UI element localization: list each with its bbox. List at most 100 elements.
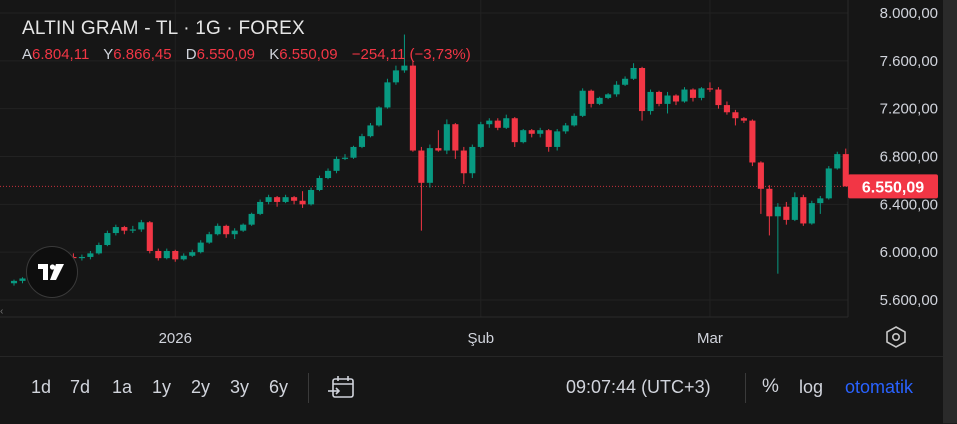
y-tick-label: 5.600,00 (880, 292, 938, 309)
candle-body (248, 213, 255, 225)
candle-body (766, 188, 773, 217)
candle-body (800, 197, 807, 224)
candle-body (647, 91, 654, 112)
last-price-label: 6.550,09 (862, 179, 924, 196)
candle-body (672, 95, 680, 102)
y-tick-label: 6.400,00 (880, 196, 938, 213)
clock-timezone[interactable]: 09:07:44 (UTC+3) (566, 377, 711, 397)
candle-body (87, 253, 94, 257)
candle-body (689, 89, 697, 98)
candle-body (639, 68, 646, 112)
candle-body (723, 105, 730, 113)
candle-body (834, 154, 841, 169)
timeframe-1y[interactable]: 1y (152, 377, 172, 397)
candle-body (350, 146, 357, 158)
candle-body (571, 115, 578, 126)
tradingview-logo-icon[interactable] (26, 246, 78, 298)
candle-body (554, 131, 561, 147)
timeframe-3y[interactable]: 3y (230, 377, 250, 397)
auto-scale-toggle[interactable]: otomatik (845, 377, 914, 397)
candle-body (180, 255, 187, 260)
candle-body (664, 95, 671, 104)
timeframe-2y[interactable]: 2y (191, 377, 211, 397)
right-scrollbar[interactable] (943, 0, 957, 423)
candle-body (426, 148, 433, 183)
candle-body (486, 120, 493, 125)
symbol-title[interactable]: ALTIN GRAM - TL · 1G · FOREX (22, 18, 305, 39)
candle-body (401, 65, 408, 71)
candle-body (842, 154, 849, 187)
x-tick-label: Mar (697, 330, 723, 347)
timeframe-6y[interactable]: 6y (269, 377, 289, 397)
timeframe-7d[interactable]: 7d (70, 377, 91, 397)
candle-body (630, 68, 637, 79)
chart-header: ALTIN GRAM - TL · 1G · FOREX A6.804,11 Y… (22, 18, 471, 63)
candle-body (579, 90, 586, 116)
candle-body (240, 224, 247, 231)
candle-body (138, 222, 145, 230)
candle-body (274, 197, 281, 202)
candle-body (443, 124, 450, 151)
x-tick-label: 2026 (159, 330, 192, 347)
candle-body (774, 206, 781, 217)
candle-body (528, 130, 535, 134)
candle-body (740, 118, 747, 121)
candle-body (316, 178, 323, 190)
candle-body (817, 198, 824, 204)
candle-body (562, 125, 569, 132)
candlestick-chart[interactable]: 8.000,00 7.600,00 7.200,00 6.800,00 6.400,00… (0, 0, 943, 356)
candle-body (503, 118, 510, 128)
plot-background (0, 0, 943, 356)
candle-body (257, 201, 264, 214)
candle-body (121, 227, 128, 231)
timeframe-1a[interactable]: 1a (112, 377, 133, 397)
candle-body (265, 197, 272, 202)
candle-body (681, 89, 688, 102)
candle-body (163, 250, 170, 259)
candle-body (104, 233, 111, 245)
calendar-goto-icon[interactable] (326, 373, 358, 403)
log-scale-toggle[interactable]: log (799, 377, 824, 397)
timeframe-1d[interactable]: 1d (31, 377, 52, 397)
x-tick-label: Şub (467, 330, 494, 347)
y-tick-label: 6.800,00 (880, 149, 938, 166)
candle-body (129, 229, 136, 231)
candle-body (409, 65, 416, 151)
change-value: −254,11 (−3,73%) (351, 46, 471, 63)
candle-body (112, 227, 119, 234)
candle-body (197, 242, 204, 253)
chart-area[interactable]: 8.000,00 7.600,00 7.200,00 6.800,00 6.400,00… (0, 0, 957, 356)
candle-body (78, 256, 85, 259)
toolbar-divider (745, 373, 746, 403)
candle-body (155, 250, 162, 259)
bottom-toolbar: 1d 7d 1a 1y 2y 3y 6y 09:07:44 (UTC+3) % … (0, 356, 943, 424)
candle-body (511, 118, 518, 143)
candle-body (605, 94, 612, 98)
open-value: 6.804,11 (32, 46, 90, 63)
candle-body (384, 82, 391, 108)
candle-body (706, 88, 714, 90)
candle-body (825, 168, 832, 199)
candle-body (596, 97, 603, 104)
scroll-handle-icon[interactable]: ‹ (0, 306, 4, 317)
candle-body (732, 112, 739, 119)
candle-body (341, 157, 349, 159)
candle-body (435, 148, 442, 151)
candle-body (494, 120, 501, 128)
candle-body (299, 200, 306, 205)
percent-scale-toggle[interactable]: % (762, 376, 779, 397)
candle-body (622, 78, 629, 85)
candle-body (214, 225, 221, 235)
candle-body (452, 124, 459, 151)
low-value: 6.550,09 (196, 46, 256, 63)
candle-body (655, 91, 663, 104)
y-tick-label: 8.000,00 (880, 5, 938, 22)
candle-body (520, 130, 527, 143)
candle-body (392, 70, 399, 83)
chart-settings-hexagon-icon[interactable] (884, 325, 908, 349)
high-label: Y (103, 46, 114, 63)
candle-body (588, 90, 595, 104)
candle-body (715, 89, 722, 106)
candle-body (749, 120, 756, 163)
candle-body (477, 124, 484, 147)
